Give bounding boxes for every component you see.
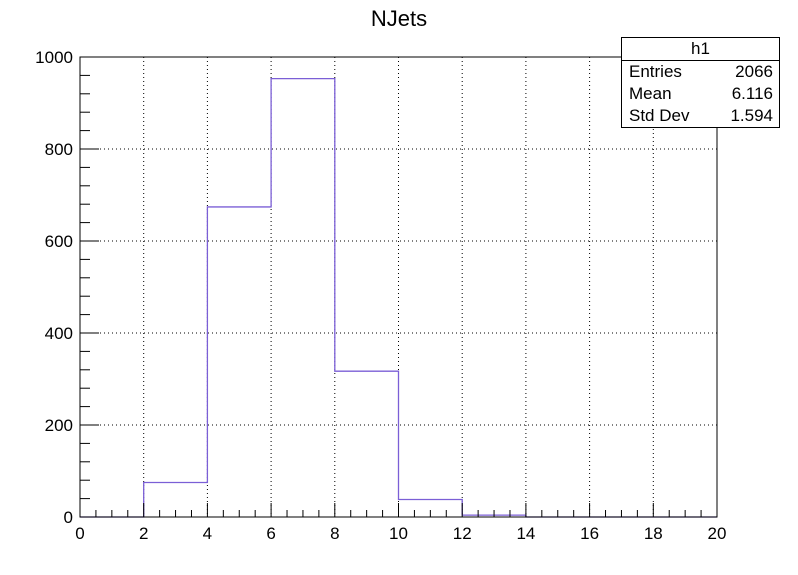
stats-title: h1 xyxy=(622,38,779,61)
y-tick-label: 400 xyxy=(45,324,73,343)
y-tick-label: 1000 xyxy=(35,48,73,67)
x-tick-label: 0 xyxy=(75,524,84,543)
y-axis: 0 200 400 600 800 1000 xyxy=(35,48,99,527)
stats-value: 2066 xyxy=(735,62,773,81)
stats-row-stddev: Std Dev 1.594 xyxy=(622,105,779,127)
x-tick-label: 8 xyxy=(330,524,339,543)
y-tick-label: 200 xyxy=(45,416,73,435)
x-tick-label: 14 xyxy=(516,524,535,543)
x-tick-label: 10 xyxy=(389,524,408,543)
stats-value: 6.116 xyxy=(731,84,773,103)
stats-label: Entries xyxy=(629,62,682,81)
x-tick-label: 6 xyxy=(266,524,275,543)
x-tick-label: 20 xyxy=(708,524,727,543)
histogram-bin xyxy=(207,207,271,517)
stats-value: 1.594 xyxy=(730,106,773,125)
x-tick-label: 2 xyxy=(139,524,148,543)
histogram-bin xyxy=(271,79,335,517)
x-tick-label: 18 xyxy=(644,524,663,543)
x-tick-label: 4 xyxy=(203,524,212,543)
x-tick-label: 12 xyxy=(453,524,472,543)
histogram-bin xyxy=(335,371,399,517)
stats-row-entries: Entries 2066 xyxy=(622,61,779,83)
stats-box: h1 Entries 2066 Mean 6.116 Std Dev 1.594 xyxy=(621,37,780,128)
x-axis: 0 2 4 6 8 10 12 14 16 18 20 xyxy=(75,503,726,543)
stats-label: Std Dev xyxy=(629,106,690,125)
chart-title: NJets xyxy=(371,6,427,31)
y-tick-label: 600 xyxy=(45,232,73,251)
stats-label: Mean xyxy=(629,84,672,103)
y-tick-label: 0 xyxy=(64,508,73,527)
x-tick-label: 16 xyxy=(580,524,599,543)
stats-row-mean: Mean 6.116 xyxy=(622,83,779,105)
y-tick-label: 800 xyxy=(45,140,73,159)
